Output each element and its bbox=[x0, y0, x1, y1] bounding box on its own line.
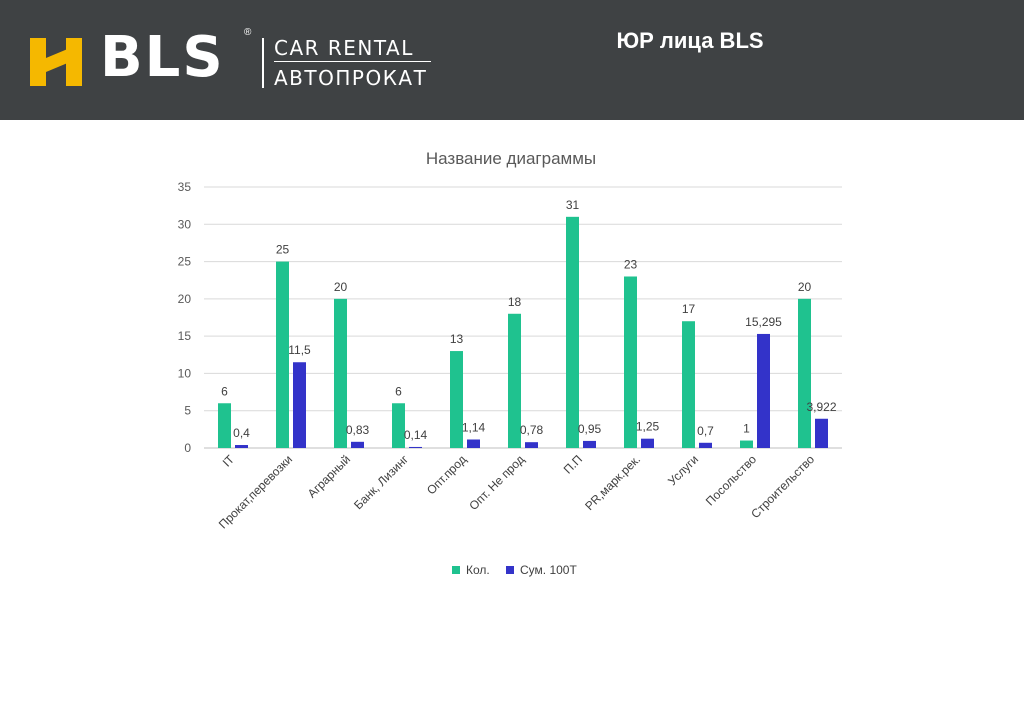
slide-title: ЮР лица BLS bbox=[616, 28, 764, 53]
x-tick-label: Услуги bbox=[665, 452, 701, 488]
bar-sum bbox=[235, 445, 248, 448]
chart-legend: Кол. Сум. 100Т bbox=[452, 563, 577, 577]
data-label: 15,295 bbox=[745, 315, 782, 329]
x-tick-label: PR,марк.рек. bbox=[582, 452, 643, 513]
bar-sum bbox=[815, 418, 828, 448]
bar-sum bbox=[757, 333, 770, 448]
chart-data-labels: 6 0,4 25 11,5 20 0,83 6 0,14 13 1,14 18 0,78 31 0,95 2… bbox=[221, 198, 837, 442]
logo-tagline-ru: АВТОПРОКАТ bbox=[274, 66, 428, 90]
bar-kol bbox=[218, 403, 231, 448]
data-label: 0,95 bbox=[578, 422, 602, 436]
data-label: 20 bbox=[334, 280, 348, 294]
y-axis-ticks: 0 5 10 15 20 25 30 35 bbox=[178, 180, 192, 455]
bar-sum bbox=[293, 362, 306, 448]
x-tick-label: IT bbox=[220, 452, 238, 470]
y-tick-label: 10 bbox=[178, 366, 192, 380]
y-tick-label: 15 bbox=[178, 329, 192, 343]
data-label: 20 bbox=[798, 280, 812, 294]
data-label: 13 bbox=[450, 332, 464, 346]
data-label: 0,83 bbox=[346, 423, 370, 437]
data-label: 1,25 bbox=[636, 420, 660, 434]
data-label: 3,922 bbox=[806, 400, 836, 414]
bar-kol bbox=[566, 216, 579, 448]
data-label: 23 bbox=[624, 257, 638, 271]
data-label: 6 bbox=[221, 384, 228, 398]
x-tick-label: Опт.прод bbox=[424, 452, 469, 497]
chart-title: Название диаграммы bbox=[426, 149, 596, 168]
bar-sum bbox=[525, 442, 538, 448]
bar-sum bbox=[351, 441, 364, 448]
data-label: 11,5 bbox=[288, 343, 311, 357]
bar-kol bbox=[450, 351, 463, 448]
legend-swatch bbox=[452, 566, 460, 574]
bar-kol bbox=[624, 276, 637, 448]
x-tick-label: Посольство bbox=[703, 452, 759, 508]
chart-bars bbox=[218, 216, 828, 448]
data-label: 0,78 bbox=[520, 423, 544, 437]
data-label: 31 bbox=[566, 198, 580, 212]
y-tick-label: 20 bbox=[178, 292, 192, 306]
bar-kol bbox=[682, 321, 695, 448]
y-tick-label: 30 bbox=[178, 217, 192, 231]
bar-sum bbox=[699, 442, 712, 448]
registered-mark: ® bbox=[244, 27, 252, 38]
data-label: 25 bbox=[276, 243, 290, 257]
bar-sum bbox=[409, 446, 422, 448]
bar-kol bbox=[392, 403, 405, 448]
chart-gridlines bbox=[204, 186, 842, 449]
logo-tagline-underline bbox=[274, 61, 431, 62]
logo-tagline-en: CAR RENTAL bbox=[274, 36, 414, 60]
bar-kol bbox=[334, 298, 347, 448]
bls-logo-mark-icon bbox=[30, 38, 82, 86]
data-label: 0,14 bbox=[404, 428, 428, 442]
y-tick-label: 25 bbox=[178, 255, 192, 269]
brand-logo-text: BLS bbox=[100, 25, 225, 90]
data-label: 0,4 bbox=[233, 426, 250, 440]
bar-kol bbox=[740, 440, 753, 448]
bar-kol bbox=[508, 313, 521, 448]
bar-sum bbox=[467, 439, 480, 448]
legend-swatch bbox=[506, 566, 514, 574]
data-label: 1 bbox=[743, 422, 750, 436]
x-tick-label: П.П bbox=[561, 452, 585, 476]
y-tick-label: 0 bbox=[184, 441, 191, 455]
data-label: 6 bbox=[395, 384, 402, 398]
data-label: 1,14 bbox=[462, 420, 486, 434]
bar-sum bbox=[641, 438, 654, 448]
bar-sum bbox=[583, 440, 596, 448]
legend-label: Сум. 100Т bbox=[520, 563, 577, 577]
x-tick-label: Банк, Лизинг bbox=[351, 452, 411, 512]
header-bar: BLS ® CAR RENTAL АВТОПРОКАТ ЮР лица BLS bbox=[0, 0, 1024, 120]
data-label: 17 bbox=[682, 302, 696, 316]
logo-divider bbox=[262, 38, 264, 88]
legend-label: Кол. bbox=[466, 563, 490, 577]
x-tick-label: Аграрный bbox=[305, 452, 353, 500]
bar-kol bbox=[276, 261, 289, 448]
y-tick-label: 35 bbox=[178, 180, 192, 194]
y-tick-label: 5 bbox=[184, 404, 191, 418]
data-label: 18 bbox=[508, 295, 522, 309]
bar-kol bbox=[798, 298, 811, 448]
data-label: 0,7 bbox=[697, 424, 714, 438]
x-tick-label: Опт. Не прод bbox=[466, 452, 527, 513]
